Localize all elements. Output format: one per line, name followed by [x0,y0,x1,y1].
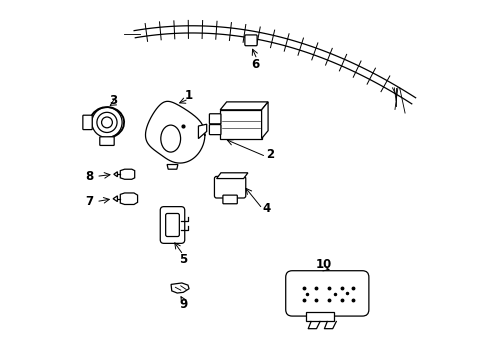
Polygon shape [120,193,137,204]
Polygon shape [167,165,178,169]
Text: 8: 8 [85,170,93,183]
Polygon shape [113,196,117,202]
FancyBboxPatch shape [100,137,114,145]
Bar [220,110,261,139]
Polygon shape [216,173,247,179]
Circle shape [97,112,117,132]
FancyBboxPatch shape [209,125,221,135]
FancyBboxPatch shape [160,207,184,243]
FancyBboxPatch shape [165,213,179,237]
FancyBboxPatch shape [285,271,368,316]
Bar [305,312,334,321]
FancyBboxPatch shape [223,195,237,204]
Text: 3: 3 [109,94,117,107]
Circle shape [92,107,122,138]
Polygon shape [261,102,267,139]
Text: 2: 2 [265,148,273,161]
FancyBboxPatch shape [214,176,245,198]
Polygon shape [120,169,134,179]
Polygon shape [220,102,267,110]
Polygon shape [114,172,117,177]
Text: 10: 10 [315,258,331,271]
Polygon shape [198,124,206,139]
Polygon shape [145,101,204,163]
FancyBboxPatch shape [82,115,92,130]
Text: 6: 6 [251,58,259,71]
Text: 9: 9 [179,298,187,311]
Text: 1: 1 [184,89,192,102]
FancyBboxPatch shape [209,114,221,124]
Circle shape [102,117,112,128]
Text: 7: 7 [85,195,93,208]
Ellipse shape [161,125,180,152]
Polygon shape [171,283,189,293]
FancyBboxPatch shape [244,35,257,46]
Text: 5: 5 [179,253,187,266]
Text: 4: 4 [262,202,270,215]
